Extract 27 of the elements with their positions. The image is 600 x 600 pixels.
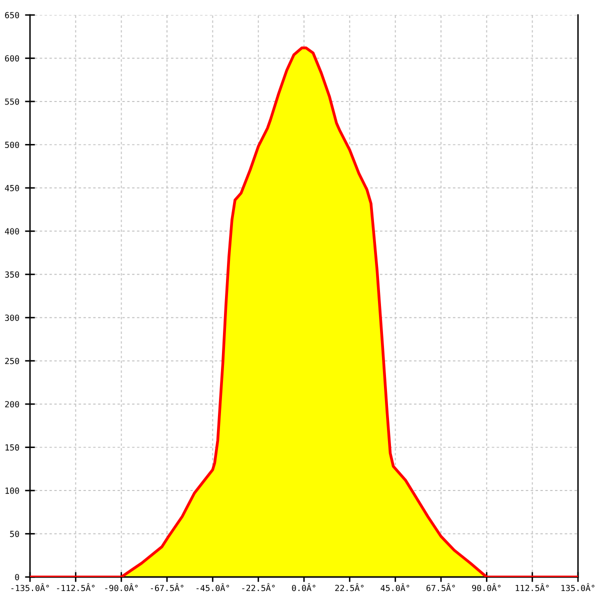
- x-tick-label: -90.0Â°: [105, 583, 138, 592]
- y-tick-label: 150: [6, 444, 20, 451]
- x-tick-label: 112.5Â°: [516, 583, 549, 592]
- x-tick-label: -67.5Â°: [150, 583, 184, 592]
- y-tick-label: 650: [5, 12, 20, 18]
- x-tick-label: -45.0Â°: [196, 583, 230, 592]
- y-tick-label: 450: [4, 184, 20, 192]
- y-tick-label: 0: [15, 574, 20, 580]
- y-tick-label: 200: [5, 401, 20, 408]
- y-tick-label: 350: [5, 271, 20, 278]
- x-tick-label: 22.5Â°: [335, 583, 364, 592]
- x-tick-label: -112.5Â°: [57, 583, 95, 592]
- x-tick-label: 90.0Â°: [472, 583, 500, 592]
- x-tick-label: 67.5Â°: [426, 583, 455, 592]
- y-tick-label: 500: [5, 142, 20, 148]
- y-tick-label: 50: [10, 530, 20, 538]
- y-tick-label: 400: [4, 228, 20, 234]
- x-tick-label: -135.0Â°: [11, 583, 49, 592]
- y-tick-label: 300: [5, 314, 20, 321]
- x-tick-label: 135.0Â°: [561, 583, 594, 592]
- y-tick-label: 250: [5, 358, 20, 364]
- y-tick-label: 550: [5, 98, 20, 105]
- y-tick-label: 600: [5, 55, 20, 62]
- x-tick-label: -22.5Â°: [242, 583, 275, 592]
- x-tick-label: 0.0Â°: [292, 583, 316, 592]
- x-tick-label: 45.0Â°: [380, 583, 410, 592]
- y-tick-label: 100: [6, 488, 20, 494]
